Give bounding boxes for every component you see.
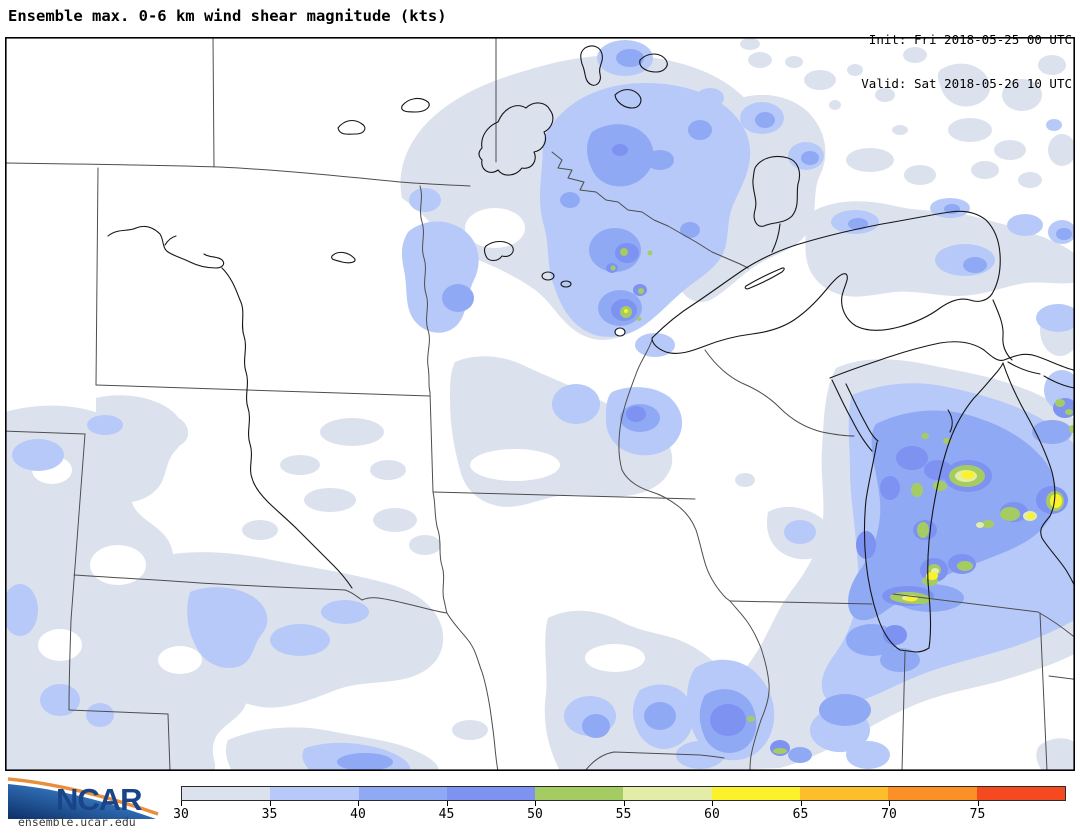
colorbar-tick-label: 45	[438, 807, 455, 822]
colorbar-tick-label: 40	[350, 807, 366, 822]
colorbar-tick	[977, 801, 979, 806]
colorbar-segment	[976, 787, 1065, 800]
state-borders	[5, 37, 1075, 771]
colorbar-tick-label: 55	[615, 807, 632, 822]
shade-level-60	[624, 309, 1062, 602]
colorbar-tick	[269, 801, 271, 806]
colorbar-tick-label: 65	[792, 807, 809, 822]
colorbar-tick	[712, 801, 713, 806]
valid-time: Valid: Sat 2018-05-26 10 UTC	[861, 75, 1072, 91]
colorbar-segment	[270, 787, 359, 800]
ncar-logo-swoosh	[8, 784, 156, 819]
colorbar-tick-label: 60	[704, 807, 720, 822]
ncar-logo: NCAR	[7, 777, 159, 819]
colorbar-segment	[182, 787, 271, 800]
page-title: Ensemble max. 0-6 km wind shear magnitud…	[8, 7, 447, 25]
colorbar-segments	[181, 786, 1066, 801]
site-url: ensemble.ucar.edu	[18, 815, 136, 829]
colorbar-tick	[535, 801, 536, 806]
colorbar-segment	[358, 787, 447, 800]
ncar-logo-white-arc	[7, 780, 158, 819]
colorbar-segment	[800, 787, 889, 800]
colorbar-tick-label: 35	[261, 807, 278, 822]
colorbar-tick-label: 30	[173, 807, 189, 822]
init-time: Init: Fri 2018-05-25 00 UTC	[868, 32, 1072, 47]
colorbar-tick	[800, 801, 802, 806]
run-info: Init: Fri 2018-05-25 00 UTC Valid: Sat 2…	[861, 4, 1072, 106]
colorbar-segment	[446, 787, 536, 800]
colorbar-segment	[711, 787, 801, 800]
colorbar-ticks: 30 35 40 45 50 55 60 65 70 75	[173, 801, 1066, 827]
lake-outlines	[107, 45, 1075, 653]
ncar-wordmark: NCAR	[56, 782, 142, 817]
colorbar-segment	[623, 787, 712, 800]
colorbar-tick	[889, 801, 890, 806]
map-frame	[5, 36, 1076, 772]
colorbar-tick	[446, 801, 448, 806]
colorbar-tick-label: 75	[969, 807, 986, 822]
colorbar-tick	[358, 801, 359, 806]
colorbar-segment	[888, 787, 977, 800]
ncar-logo-orange-arc	[7, 777, 159, 816]
colorbar-tick-label: 70	[881, 807, 897, 822]
colorbar-segment	[535, 787, 624, 800]
colorbar-tick	[181, 801, 182, 806]
colorbar-tick	[623, 801, 625, 806]
colorbar-tick-label: 50	[527, 807, 543, 822]
